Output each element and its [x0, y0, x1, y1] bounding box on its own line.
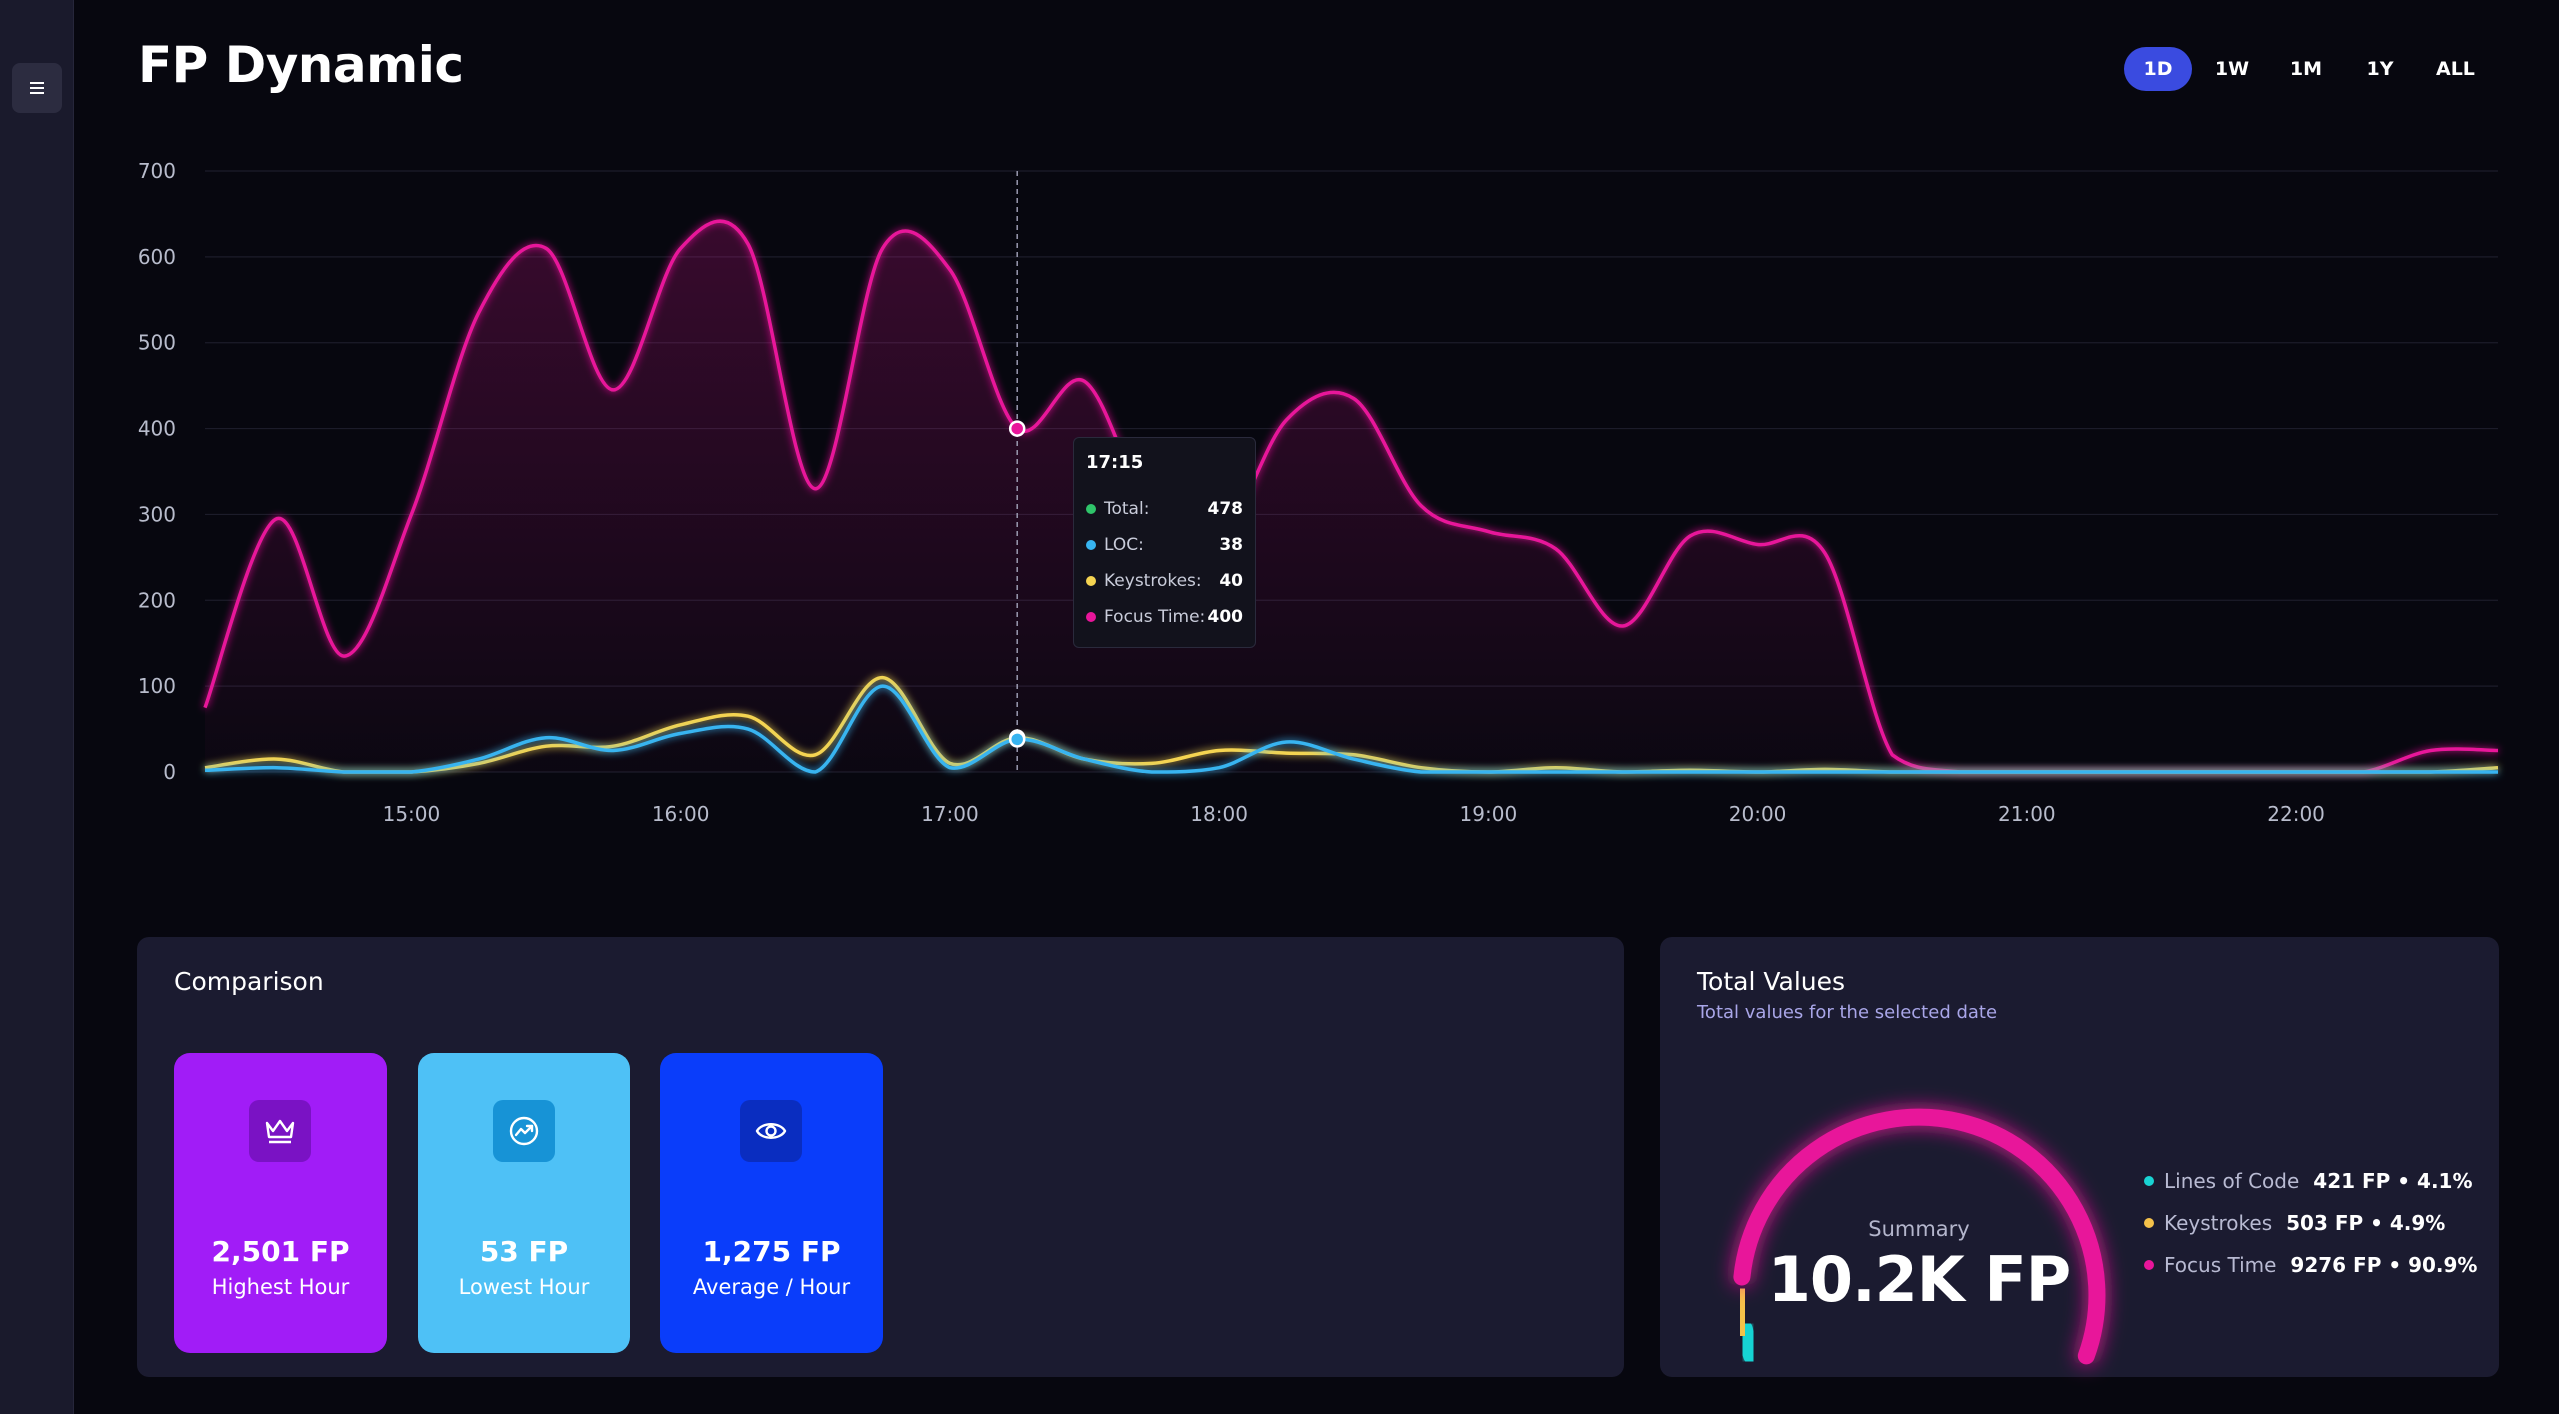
- x-tick-label: 20:00: [1729, 802, 1787, 826]
- tab-1y[interactable]: 1Y: [2366, 58, 2394, 80]
- tooltip-label: Focus Time:: [1104, 607, 1206, 627]
- highest-hour-label: Highest Hour: [211, 1275, 350, 1299]
- tab-1w[interactable]: 1W: [2214, 58, 2250, 80]
- tooltip-dot: [1086, 576, 1096, 586]
- chart-tooltip: 17:15 Total: 478 LOC: 38 Keystrokes: 40 …: [1073, 437, 1256, 648]
- comparison-title: Comparison: [174, 967, 324, 996]
- tooltip-row-focus: Focus Time: 400: [1086, 599, 1243, 635]
- tooltip-dot: [1086, 504, 1096, 514]
- legend-item-loc: Lines of Code 421 FP • 4.1%: [2144, 1160, 2477, 1202]
- fp-line-chart[interactable]: 0 100 200 300 400 500 600 700 15:00 16:00 17:00 18:…: [0, 0, 2559, 900]
- x-tick-label: 17:00: [921, 802, 979, 826]
- lowest-hour-label: Lowest Hour: [458, 1275, 590, 1299]
- menu-icon: [30, 82, 44, 94]
- legend-item-keystrokes: Keystrokes 503 FP • 4.9%: [2144, 1202, 2477, 1244]
- tab-all[interactable]: ALL: [2436, 58, 2475, 80]
- legend-value: 503 FP • 4.9%: [2286, 1211, 2446, 1235]
- x-tick-label: 21:00: [1998, 802, 2056, 826]
- summary-label: Summary: [1868, 1217, 1970, 1241]
- sidebar: [0, 0, 74, 1414]
- total-values-subtitle: Total values for the selected date: [1697, 1002, 1998, 1023]
- tooltip-dot: [1086, 612, 1096, 622]
- legend-item-focus: Focus Time 9276 FP • 90.9%: [2144, 1244, 2477, 1286]
- crown-icon: [249, 1100, 311, 1162]
- legend-name: Lines of Code: [2164, 1169, 2300, 1193]
- tooltip-value: 40: [1219, 571, 1243, 591]
- tooltip-value: 400: [1207, 607, 1244, 627]
- eye-icon: [740, 1100, 802, 1162]
- legend-name: Keystrokes: [2164, 1211, 2273, 1235]
- tooltip-label: LOC:: [1104, 535, 1144, 555]
- tab-1d[interactable]: 1D: [2124, 47, 2192, 91]
- tooltip-value: 38: [1219, 535, 1243, 555]
- average-hour-card[interactable]: 1,275 FP Average / Hour: [660, 1053, 883, 1353]
- tab-1m[interactable]: 1M: [2289, 58, 2323, 80]
- menu-button[interactable]: [12, 63, 62, 113]
- legend-name: Focus Time: [2164, 1253, 2277, 1277]
- tooltip-row-total: Total: 478: [1086, 491, 1243, 527]
- y-tick-label: 0: [163, 760, 176, 784]
- page-title: FP Dynamic: [138, 36, 464, 94]
- y-tick-label: 500: [138, 331, 176, 355]
- highest-hour-card[interactable]: 2,501 FP Highest Hour: [174, 1053, 387, 1353]
- x-tick-label: 15:00: [383, 802, 441, 826]
- x-tick-label: 18:00: [1190, 802, 1248, 826]
- y-tick-label: 600: [138, 245, 176, 269]
- tooltip-time: 17:15: [1086, 452, 1144, 473]
- legend-value: 421 FP • 4.1%: [2313, 1169, 2473, 1193]
- tooltip-dot: [1086, 540, 1096, 550]
- legend-value: 9276 FP • 90.9%: [2290, 1253, 2478, 1277]
- summary-value: 10.2K FP: [1767, 1243, 2071, 1316]
- y-tick-label: 300: [138, 502, 176, 526]
- y-tick-label: 100: [138, 674, 176, 698]
- loc-line: [204, 684, 2498, 774]
- trend-icon: [493, 1100, 555, 1162]
- gauge-arc-keystrokes: [1732, 1287, 1753, 1338]
- cursor-point: [1008, 731, 1026, 748]
- x-tick-label: 19:00: [1460, 802, 1518, 826]
- lowest-hour-value: 53 FP: [479, 1235, 569, 1268]
- tooltip-value: 478: [1207, 499, 1244, 519]
- y-tick-label: 700: [138, 159, 176, 183]
- average-hour-value: 1,275 FP: [702, 1235, 841, 1268]
- average-hour-label: Average / Hour: [692, 1275, 851, 1299]
- y-tick-label: 400: [138, 417, 176, 441]
- x-tick-label: 22:00: [2267, 802, 2325, 826]
- chart-cursor: [1008, 171, 1026, 772]
- highest-hour-value: 2,501 FP: [211, 1235, 350, 1268]
- legend-dot: [2144, 1260, 2154, 1270]
- comparison-panel: Comparison 2,501 FP Highest Hour 53 FP L…: [137, 937, 1624, 1377]
- y-tick-label: 200: [138, 588, 176, 612]
- tooltip-row-keystrokes: Keystrokes: 40: [1086, 563, 1243, 599]
- cursor-point: [1008, 420, 1026, 437]
- chart-ticks: 0 100 200 300 400 500 600 700 15:00 16:00 17:00 18:…: [138, 159, 2325, 826]
- lowest-hour-card[interactable]: 53 FP Lowest Hour: [418, 1053, 630, 1353]
- gauge-arc-focus: [1733, 1108, 2106, 1365]
- legend-dot: [2144, 1176, 2154, 1186]
- focus-time-area: [205, 221, 2498, 772]
- legend-dot: [2144, 1218, 2154, 1228]
- tooltip-label: Total:: [1104, 499, 1150, 519]
- total-values-title: Total Values: [1697, 967, 1846, 996]
- tooltip-label: Keystrokes:: [1104, 571, 1202, 591]
- tooltip-row-loc: LOC: 38: [1086, 527, 1243, 563]
- range-tabs: 1D 1W 1M 1Y ALL: [2124, 47, 2491, 91]
- totals-legend: Lines of Code 421 FP • 4.1% Keystrokes 5…: [2144, 1160, 2477, 1286]
- x-tick-label: 16:00: [652, 802, 710, 826]
